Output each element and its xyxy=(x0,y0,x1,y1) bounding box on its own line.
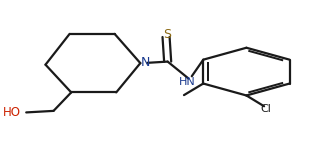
Text: Cl: Cl xyxy=(260,104,271,114)
Text: HN: HN xyxy=(179,77,195,87)
Text: HO: HO xyxy=(2,106,20,119)
Text: N: N xyxy=(141,56,150,69)
Text: S: S xyxy=(163,28,171,41)
